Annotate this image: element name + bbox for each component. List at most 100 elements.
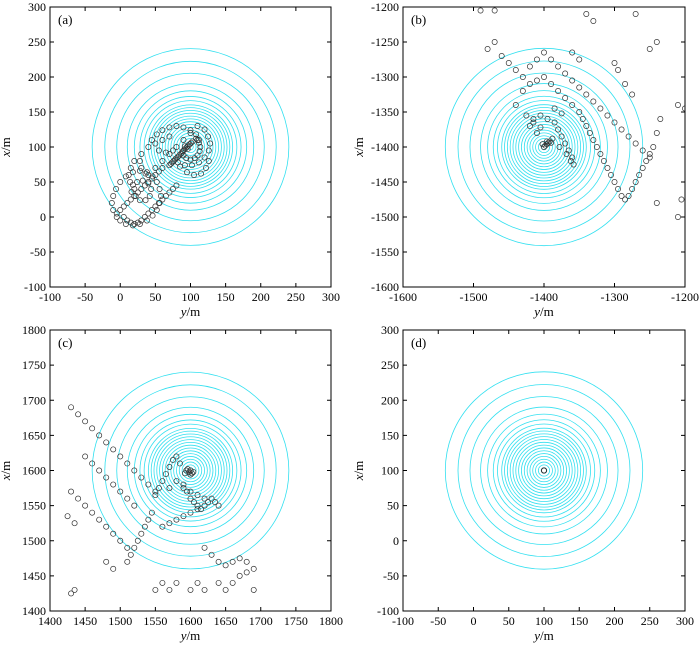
- data-point: [136, 167, 143, 174]
- data-point: [149, 212, 156, 219]
- contour-ring: [153, 433, 228, 508]
- data-point: [570, 161, 577, 168]
- data-point: [639, 147, 646, 154]
- data-point: [583, 123, 590, 129]
- plot-area: [91, 48, 290, 246]
- y-tick-label: 100: [381, 464, 399, 478]
- data-point: [143, 217, 150, 224]
- data-point: [593, 144, 600, 150]
- contour-ring: [104, 384, 277, 557]
- data-point: [194, 123, 201, 129]
- data-point: [212, 499, 219, 506]
- contour-ring: [91, 48, 290, 246]
- data-point: [590, 18, 597, 24]
- data-point: [138, 151, 145, 157]
- panel-d: -100 -50 0 50 100 150 200 250 300 -100 -50 0 50 100 15…: [351, 323, 694, 643]
- data-point: [122, 221, 129, 227]
- data-point: [562, 70, 569, 77]
- data-point: [491, 39, 498, 45]
- y-tick-label: -1200: [371, 0, 399, 14]
- data-point: [162, 149, 169, 156]
- y-axis-label: x/m: [351, 461, 366, 482]
- contour-ring: [170, 450, 211, 491]
- data-point: [117, 453, 124, 460]
- data-point: [191, 172, 197, 178]
- contour-ring: [178, 458, 203, 483]
- data-point: [159, 165, 166, 171]
- data-point: [136, 221, 143, 227]
- contour-ring: [133, 413, 248, 528]
- data-point: [145, 172, 152, 178]
- x-tick-label: 150: [217, 290, 235, 304]
- data-point: [141, 523, 148, 530]
- data-point: [643, 158, 650, 164]
- contour-ring: [167, 447, 214, 494]
- data-point: [194, 579, 201, 586]
- data-point: [618, 193, 625, 199]
- data-point: [110, 446, 117, 453]
- data-point: [177, 163, 183, 170]
- contour-ring: [104, 60, 277, 234]
- data-point: [243, 569, 250, 576]
- data-point: [166, 151, 173, 157]
- contour-ring: [147, 104, 234, 190]
- contour-ring: [156, 112, 225, 182]
- panel-label: (b): [411, 12, 426, 27]
- y-tick-label: -100: [377, 604, 399, 618]
- data-point: [205, 158, 212, 164]
- data-point: [201, 495, 208, 502]
- data-point: [117, 488, 124, 495]
- data-point: [156, 186, 163, 192]
- data-point: [177, 460, 183, 467]
- data-point: [183, 467, 190, 474]
- data-point: [68, 488, 75, 495]
- contour-ring: [173, 453, 208, 488]
- data-point: [195, 139, 202, 146]
- x-tick-label: 50: [503, 614, 515, 628]
- data-point: [194, 492, 201, 499]
- x-tick-label: 250: [287, 290, 305, 304]
- panel-label: (c): [58, 335, 72, 350]
- data-point: [604, 165, 611, 171]
- data-point: [569, 154, 576, 161]
- data-point: [539, 141, 546, 148]
- data-point: [201, 586, 208, 593]
- data-point: [134, 189, 141, 196]
- data-point: [548, 81, 555, 87]
- x-tick-label: 1700: [249, 614, 273, 628]
- data-point: [138, 217, 145, 224]
- contour-ring: [139, 96, 242, 198]
- x-tick-label: 1800: [319, 614, 343, 628]
- y-tick-label: 1600: [22, 464, 46, 478]
- data-point: [152, 586, 159, 593]
- data-point: [110, 530, 117, 537]
- data-point: [534, 130, 540, 136]
- data-point: [541, 74, 547, 80]
- data-point: [152, 165, 159, 171]
- panel-b: -1600 -1500 -1400 -1300 -1200 -1600 -1550 -1500…: [351, 0, 699, 319]
- data-point: [555, 63, 562, 70]
- data-point: [148, 137, 155, 143]
- data-point: [608, 172, 614, 178]
- data-point: [541, 49, 547, 56]
- y-tick-label: 1700: [22, 393, 46, 407]
- data-point: [136, 158, 143, 164]
- data-point: [243, 558, 250, 565]
- data-point: [103, 558, 110, 565]
- contour-ring: [535, 138, 553, 156]
- y-tick-label: -1450: [371, 175, 399, 189]
- y-tick-label: -1300: [371, 70, 399, 84]
- y-tick-label: -1400: [371, 140, 399, 154]
- y-tick-label: 200: [381, 393, 399, 407]
- data-point: [138, 186, 145, 192]
- data-point: [129, 222, 136, 229]
- data-point: [169, 457, 176, 463]
- contour-ring: [515, 441, 573, 500]
- contour-ring: [153, 110, 228, 184]
- contour-ring: [537, 464, 551, 477]
- data-point: [512, 67, 519, 73]
- contour-ring: [523, 450, 565, 491]
- data-point: [526, 81, 533, 87]
- data-point: [173, 123, 180, 129]
- data-point: [653, 39, 660, 45]
